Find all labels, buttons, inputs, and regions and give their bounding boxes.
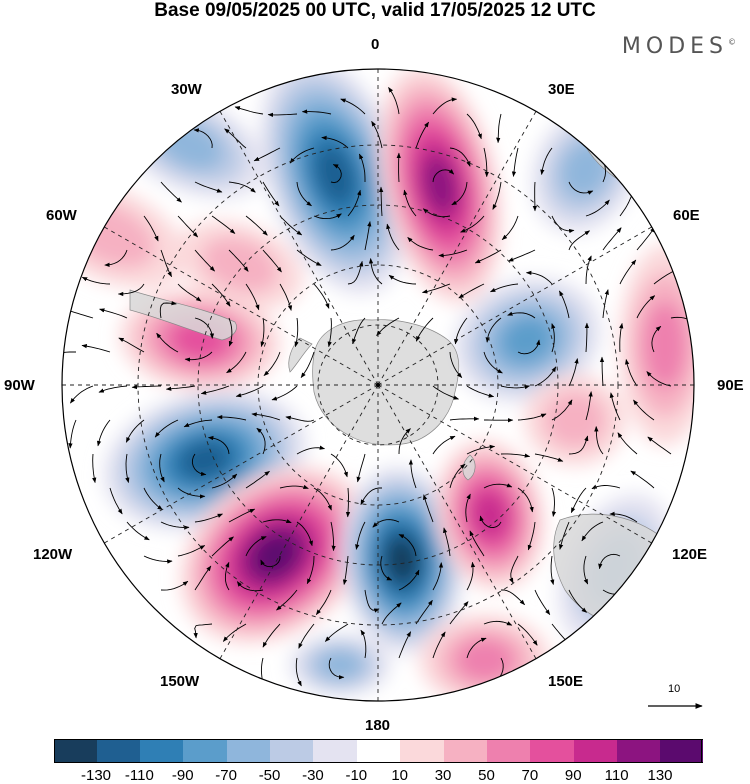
colorbar-tick-label: 110 bbox=[604, 767, 629, 784]
colorbar bbox=[54, 739, 703, 763]
colorbar-swatch bbox=[660, 739, 703, 763]
lon-label-120w: 120W bbox=[33, 546, 73, 563]
colorbar-swatch bbox=[182, 739, 227, 763]
colorbar-tick-label: 30 bbox=[434, 767, 452, 784]
chart-title: Base 09/05/2025 00 UTC, valid 17/05/2025… bbox=[154, 0, 596, 21]
modes-logo: MODES© bbox=[622, 34, 736, 59]
colorbar-tick-label: -90 bbox=[171, 767, 194, 784]
colorbar-swatch bbox=[269, 739, 314, 763]
colorbar-tick-label: -130 bbox=[80, 767, 112, 784]
colorbar-tick-label: 70 bbox=[521, 767, 539, 784]
lon-label-120e: 120E bbox=[672, 546, 708, 563]
colorbar-swatch bbox=[312, 739, 357, 763]
colorbar-swatch bbox=[616, 739, 661, 763]
lon-label-60e: 60E bbox=[673, 207, 700, 224]
colorbar-tick-label: -10 bbox=[345, 767, 368, 784]
colorbar-swatch bbox=[139, 739, 184, 763]
colorbar-tick-label: -110 bbox=[124, 767, 154, 784]
graticule bbox=[62, 69, 694, 701]
colorbar-tick-label: -70 bbox=[215, 767, 237, 784]
lon-label-150e: 150E bbox=[548, 673, 584, 690]
colorbar-tick-label: 90 bbox=[564, 767, 582, 784]
colorbar-tick-label: 50 bbox=[478, 767, 495, 784]
reference-vector-label: 10 bbox=[668, 683, 681, 695]
colorbar-tick-label: -50 bbox=[258, 767, 281, 784]
lon-label-60w: 60W bbox=[46, 207, 77, 224]
lon-label-90w: 90W bbox=[4, 377, 35, 394]
map-border bbox=[61, 68, 695, 702]
colorbar-swatch bbox=[54, 739, 97, 763]
colorbar-swatch bbox=[529, 739, 574, 763]
colorbar-swatch bbox=[96, 739, 140, 763]
lon-label-30w: 30W bbox=[171, 81, 202, 98]
colorbar-tick-label: -30 bbox=[302, 767, 324, 784]
lon-label-30e: 30E bbox=[548, 81, 575, 98]
lon-label-150w: 150W bbox=[160, 673, 200, 690]
colorbar-swatch bbox=[356, 739, 401, 763]
colorbar-swatch bbox=[486, 739, 531, 763]
brand-text: MODES bbox=[621, 34, 728, 59]
colorbar-swatch bbox=[443, 739, 487, 763]
copyright-mark: © bbox=[728, 37, 736, 47]
lon-label-0: 0 bbox=[371, 36, 380, 53]
lon-label-90e: 90E bbox=[717, 377, 744, 394]
colorbar-swatch bbox=[226, 739, 271, 763]
streamlines bbox=[62, 87, 694, 687]
colorbar-swatch bbox=[399, 739, 444, 763]
colorbar-swatch bbox=[573, 739, 618, 763]
lon-label-180: 180 bbox=[365, 717, 391, 734]
colorbar-tick-label: 10 bbox=[391, 767, 409, 784]
colorbar-tick-label: 130 bbox=[647, 767, 673, 784]
